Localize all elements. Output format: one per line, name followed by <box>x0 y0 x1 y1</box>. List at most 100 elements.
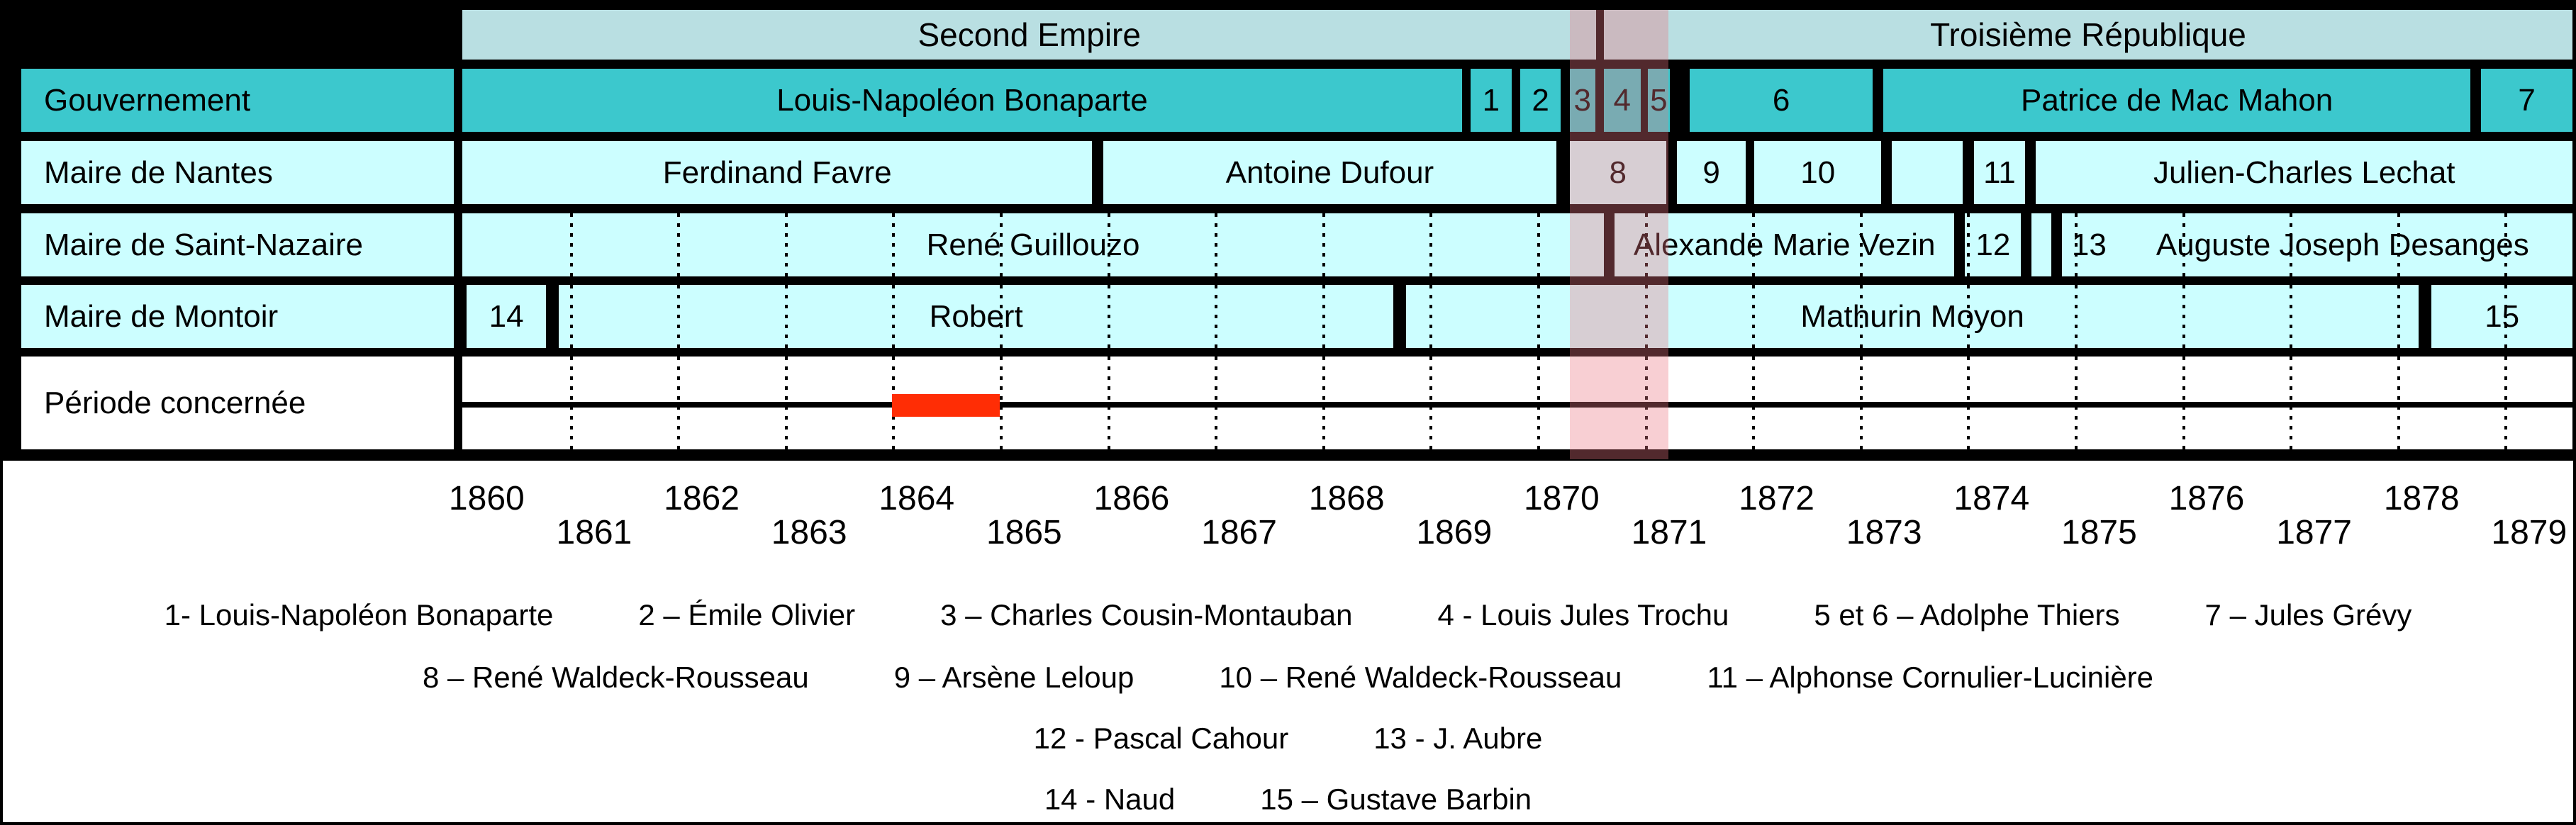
legend-entry: 8 – René Waldeck-Rousseau <box>422 661 809 694</box>
row-maire-de-nantes: Maire de Nantes Ferdinand Favre Antoine D… <box>3 141 2573 204</box>
timeline-segment <box>1892 141 1963 204</box>
year-gridline <box>569 357 573 449</box>
row-maire-de-montoir: Maire de Montoir 14 Robert Mathurin Moyon 1… <box>3 285 2573 348</box>
segment-label: 8 <box>1609 155 1627 190</box>
periode-baseline <box>462 402 2572 408</box>
year-gridline <box>2504 357 2508 449</box>
year-axis-label: 1875 <box>2061 514 2137 551</box>
segment-label: Louis-Napoléon Bonaparte <box>776 82 1148 118</box>
legend-entry: 12 - Pascal Cahour <box>1033 722 1289 755</box>
year-gridline <box>1859 357 1863 449</box>
year-axis-label: 1877 <box>2276 514 2352 551</box>
year-gridline <box>1107 213 1110 276</box>
segment-label: Second Empire <box>918 16 1141 53</box>
row-label-maire-de-montoir: Maire de Montoir <box>21 285 454 348</box>
timeline-segment: 14 <box>467 285 547 348</box>
timeline-segment: Antoine Dufour <box>1103 141 1557 204</box>
segment-label: 9 <box>1702 155 1720 190</box>
row-maire-de-saint-nazaire: Maire de Saint-Nazaire René Guillouzo Ale… <box>3 213 2573 276</box>
year-gridline <box>677 285 681 348</box>
timeline-segment: Alexande Marie Vezin <box>1615 213 1955 276</box>
year-gridline <box>1752 285 1756 348</box>
year-gridline <box>1429 213 1433 276</box>
timeline-segment: 6 <box>1690 69 1873 132</box>
timeline-segment: Robert <box>559 285 1393 348</box>
year-gridline <box>2290 285 2293 348</box>
segment-label: 2 <box>1532 82 1549 118</box>
segment-label: 14 <box>489 298 524 334</box>
legend-entry: 9 – Arsène Leloup <box>893 661 1134 694</box>
timeline-segment: 3 <box>1569 69 1595 132</box>
timeline-segment <box>2031 213 2051 276</box>
year-gridline <box>1215 213 1218 276</box>
row-gouvernement: Gouvernement Louis-Napoléon Bonaparte 1 2 3… <box>3 69 2573 132</box>
segment-label: Mathurin Moyon <box>1800 298 2024 334</box>
segment-label: René Guillouzo <box>926 227 1140 262</box>
row-label-maire-de-saint-nazaire: Maire de Saint-Nazaire <box>21 213 454 276</box>
legend-entry: 5 et 6 – Adolphe Thiers <box>1814 598 2120 632</box>
year-axis-label: 1860 <box>448 480 525 517</box>
segment-label: 10 <box>1800 155 1836 190</box>
era-chart-cell: Second Empire Troisième République <box>462 10 2572 60</box>
axis-odd-years: 1861 1863 1865 1867 1869 1871 1873 1875 1877 1879 <box>465 513 2573 553</box>
segment-label: Ferdinand Favre <box>662 155 892 190</box>
timeline-segment: Julien-Charles Lechat <box>2036 141 2572 204</box>
legend-entry: 4 - Louis Jules Trochu <box>1437 598 1729 632</box>
montoir-chart-cell: 14 Robert Mathurin Moyon 15 <box>462 285 2572 348</box>
legend-entry: 13 - J. Aubre <box>1373 722 1543 755</box>
year-gridline <box>1000 285 1003 348</box>
saint-nazaire-chart-cell: René Guillouzo Alexande Marie Vezin 12 13 Au… <box>462 213 2572 276</box>
year-axis-label: 1879 <box>2491 514 2567 551</box>
year-gridline <box>2182 357 2185 449</box>
segment-label: Robert <box>929 298 1023 334</box>
row-label-gouvernement: Gouvernement <box>21 69 454 132</box>
segment-label: 4 <box>1613 82 1632 118</box>
year-gridline <box>1107 285 1110 348</box>
legend-entry: 11 – Alphonse Cornulier-Lucinière <box>1707 661 2154 694</box>
year-axis-label: 1867 <box>1201 514 1277 551</box>
year-gridline <box>2075 213 2078 276</box>
legend-line-4: 14 - Naud 15 – Gustave Barbin <box>3 782 2573 816</box>
segment-label: 3 <box>1573 82 1591 118</box>
year-gridline <box>2075 285 2078 348</box>
timeline-segment: 10 <box>1754 141 1882 204</box>
periode-chart-cell <box>462 357 2572 449</box>
year-axis-label: 1865 <box>986 514 1062 551</box>
legend-entry: 1- Louis-Napoléon Bonaparte <box>164 598 554 632</box>
segment-label: 11 <box>1983 155 2016 190</box>
year-gridline <box>1537 213 1541 276</box>
periode-highlight-mark <box>892 394 1000 417</box>
timeline-segment: 5 <box>1648 69 1670 132</box>
timeline-segment: 12 <box>1965 213 2022 276</box>
year-gridline <box>1644 357 1648 449</box>
year-gridline <box>784 213 788 276</box>
year-axis-label: 1874 <box>1953 480 2030 517</box>
segment-label: 15 <box>2485 298 2520 334</box>
year-gridline <box>677 357 681 449</box>
timeline-segment: Ferdinand Favre <box>462 141 1093 204</box>
year-axis-label: 1872 <box>1739 480 1814 517</box>
row-periode-concernee: Période concernée <box>3 357 2573 449</box>
segment-label: 1 <box>1482 82 1500 118</box>
timeline-segment: 7 <box>2481 69 2572 132</box>
timeline-table: Second Empire Troisième République Gouver… <box>3 3 2573 461</box>
timeline-segment: Louis-Napoléon Bonaparte <box>462 69 1462 132</box>
year-gridline <box>2182 285 2185 348</box>
year-gridline <box>1537 285 1541 348</box>
segment-label: Alexande Marie Vezin <box>1633 227 1936 262</box>
segment-label: Troisième République <box>1930 16 2246 53</box>
year-axis-label: 1861 <box>556 514 632 551</box>
year-gridline <box>2397 357 2400 449</box>
year-gridline <box>2290 357 2293 449</box>
year-gridline <box>2182 213 2185 276</box>
legend-entry: 10 – René Waldeck-Rousseau <box>1219 661 1622 694</box>
year-gridline <box>784 357 788 449</box>
year-gridline <box>892 285 896 348</box>
legend-entry: 15 – Gustave Barbin <box>1260 782 1532 816</box>
year-gridline <box>1322 213 1325 276</box>
segment-label: Julien-Charles Lechat <box>2153 155 2455 190</box>
timeline-segment: 1 <box>1471 69 1512 132</box>
year-gridline <box>2075 357 2078 449</box>
era-row: Second Empire Troisième République <box>3 10 2573 60</box>
timeline-segment: 2 <box>1520 69 1561 132</box>
